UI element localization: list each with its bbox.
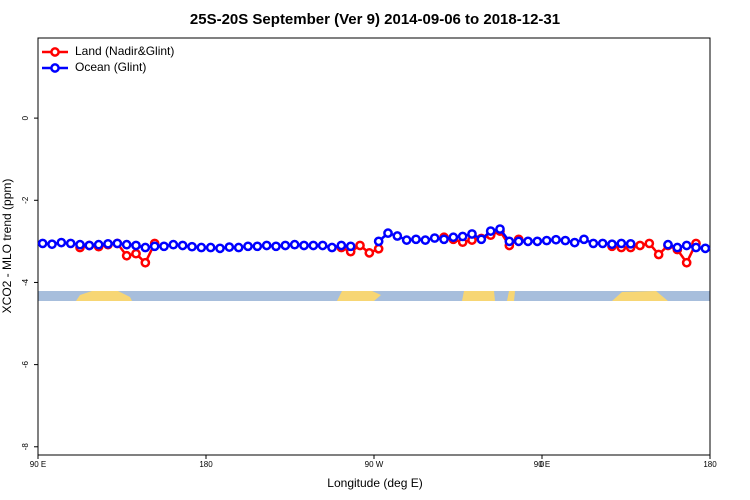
data-point bbox=[663, 239, 673, 250]
data-point bbox=[513, 236, 524, 247]
data-point bbox=[401, 235, 412, 245]
legend-marker bbox=[50, 63, 60, 73]
chart-title: 25S-20S September (Ver 9) 2014-09-06 to … bbox=[190, 11, 560, 28]
data-point bbox=[616, 238, 627, 249]
data-point bbox=[411, 234, 421, 245]
x-tick-label: 180 bbox=[199, 460, 213, 469]
data-point bbox=[121, 250, 132, 261]
data-point bbox=[681, 240, 692, 251]
data-point bbox=[373, 243, 384, 254]
data-point bbox=[168, 239, 179, 250]
data-point bbox=[177, 240, 188, 251]
data-point bbox=[233, 242, 244, 253]
x-axis-label: Longitude (deg E) bbox=[327, 476, 422, 490]
data-point bbox=[448, 232, 459, 243]
data-point bbox=[635, 240, 645, 251]
data-point bbox=[196, 242, 207, 253]
data-point bbox=[47, 239, 57, 250]
data-point bbox=[75, 239, 85, 250]
data-point bbox=[588, 238, 599, 249]
data-point bbox=[551, 234, 561, 245]
data-point bbox=[215, 243, 225, 254]
data-point bbox=[299, 240, 309, 251]
x-tick-label: 90 E bbox=[30, 460, 46, 469]
data-point bbox=[392, 231, 403, 241]
data-point bbox=[93, 239, 104, 250]
data-point bbox=[327, 242, 337, 253]
data-point bbox=[691, 242, 701, 253]
data-point bbox=[383, 228, 393, 238]
x-tick-label: 180 bbox=[703, 460, 717, 469]
data-point bbox=[131, 240, 141, 251]
x-tick-label: 90 E bbox=[534, 460, 550, 469]
data-point bbox=[140, 257, 151, 268]
y-tick-label: 0 bbox=[21, 115, 30, 120]
legend-label: Ocean (Glint) bbox=[75, 60, 146, 74]
data-point bbox=[271, 241, 281, 252]
data-point bbox=[681, 257, 692, 268]
data-point bbox=[373, 236, 384, 247]
data-point bbox=[485, 226, 496, 236]
data-point bbox=[140, 242, 151, 253]
data-point bbox=[243, 241, 253, 252]
data-point bbox=[56, 237, 67, 248]
data-point bbox=[187, 241, 197, 252]
x-tick-label: 0 bbox=[540, 460, 545, 469]
data-point bbox=[149, 241, 160, 252]
data-point bbox=[224, 242, 235, 252]
data-point bbox=[569, 237, 580, 248]
data-point bbox=[429, 233, 440, 243]
data-point bbox=[364, 248, 375, 258]
data-point bbox=[625, 238, 636, 249]
y-tick-label: -2 bbox=[21, 196, 30, 204]
data-point bbox=[420, 235, 431, 245]
legend-marker bbox=[50, 47, 60, 57]
data-point bbox=[457, 231, 468, 242]
legend-label: Land (Nadir&Glint) bbox=[75, 44, 174, 58]
data-point bbox=[159, 241, 169, 252]
data-point bbox=[439, 234, 449, 245]
data-point bbox=[121, 239, 132, 250]
data-point bbox=[700, 243, 711, 254]
data-point bbox=[355, 240, 365, 251]
data-point bbox=[560, 235, 571, 246]
data-point bbox=[261, 240, 272, 251]
data-point bbox=[289, 239, 300, 250]
data-point bbox=[532, 236, 543, 247]
y-tick-label: -4 bbox=[21, 278, 30, 286]
data-point bbox=[345, 241, 356, 252]
data-point bbox=[476, 234, 487, 245]
data-point bbox=[467, 229, 477, 239]
y-tick-label: -8 bbox=[21, 443, 30, 451]
data-point bbox=[607, 239, 617, 250]
data-point bbox=[579, 234, 589, 245]
data-point bbox=[112, 238, 123, 249]
data-point bbox=[541, 235, 552, 246]
data-point bbox=[65, 238, 76, 249]
data-point bbox=[523, 236, 533, 247]
data-point bbox=[495, 224, 505, 234]
y-axis-label: XCO2 - MLO trend (ppm) bbox=[0, 179, 14, 314]
data-point bbox=[504, 236, 515, 247]
x-tick-label: 90 W bbox=[365, 460, 384, 469]
data-point bbox=[252, 241, 263, 252]
data-point bbox=[103, 238, 113, 249]
data-point bbox=[308, 240, 319, 251]
data-point bbox=[84, 240, 95, 251]
data-point bbox=[37, 238, 48, 249]
legend: Land (Nadir&Glint) Ocean (Glint) bbox=[42, 44, 174, 74]
data-point bbox=[336, 240, 347, 251]
data-point bbox=[644, 238, 655, 249]
data-point bbox=[672, 242, 683, 253]
y-tick-label: -6 bbox=[21, 361, 30, 369]
data-point bbox=[597, 238, 608, 249]
data-point bbox=[131, 248, 141, 259]
land-mask bbox=[38, 291, 710, 301]
data-point bbox=[205, 242, 216, 253]
data-point bbox=[653, 249, 664, 260]
data-point bbox=[317, 240, 328, 251]
data-point bbox=[280, 240, 291, 251]
